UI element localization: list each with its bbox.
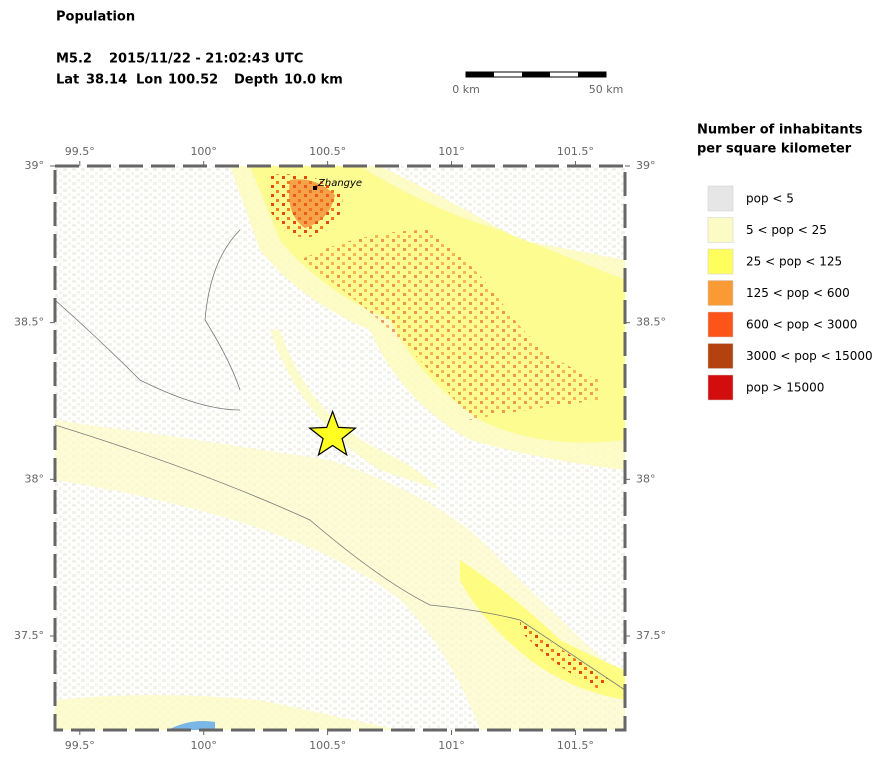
x-tick-label: 100.5° [309, 145, 346, 158]
legend-label: pop > 15000 [746, 381, 824, 395]
depth-value: 10.0 km [284, 73, 343, 88]
legend-title: per square kilometer [697, 142, 852, 157]
x-tick-label: 100° [190, 145, 217, 158]
legend-label: 600 < pop < 3000 [746, 318, 857, 332]
x-tick-label: 101.5° [557, 145, 594, 158]
city-label: Zhangye [317, 178, 362, 189]
legend-swatch [707, 311, 734, 338]
legend-swatch [707, 185, 734, 212]
lon-label: Lon [136, 73, 162, 88]
x-tick-label: 100.5° [309, 739, 346, 752]
legend-swatch [707, 248, 734, 275]
epicenter [308, 409, 358, 457]
legend-label: 25 < pop < 125 [746, 255, 842, 269]
y-tick-label: 38° [636, 472, 656, 485]
y-tick-label: 37.5° [636, 629, 666, 642]
x-tick-label: 99.5° [65, 145, 95, 158]
legend-swatch [707, 343, 734, 369]
legend-label: pop < 5 [746, 192, 794, 206]
legend-swatch [707, 217, 734, 243]
x-tick-label: 99.5° [65, 739, 95, 752]
city-marker [313, 186, 317, 190]
lon-value: 100.52 [168, 73, 218, 88]
x-tick-label: 100° [190, 739, 217, 752]
scale-bar [465, 71, 607, 78]
x-tick-label: 101.5° [557, 739, 594, 752]
scale-end: 50 km [589, 83, 624, 96]
y-tick-label: 38.5° [636, 316, 666, 329]
y-tick-label: 39° [636, 159, 656, 172]
y-tick-label: 39° [25, 159, 45, 172]
legend-title: Number of inhabitants [697, 123, 863, 138]
x-tick-label: 101° [438, 145, 465, 158]
y-tick-label: 38.5° [14, 316, 44, 329]
legend-swatch [707, 374, 734, 401]
y-tick-label: 37.5° [14, 629, 44, 642]
event-datetime: 2015/11/22 - 21:02:43 UTC [109, 52, 303, 67]
lat-label: Lat [56, 73, 79, 88]
event-magnitude: M5.2 [56, 52, 92, 67]
legend-swatch [707, 280, 734, 306]
lat-value: 38.14 [86, 73, 127, 88]
map-frame [53, 164, 627, 732]
x-tick-label: 101° [438, 739, 465, 752]
legend-label: 125 < pop < 600 [746, 286, 850, 300]
scale-start: 0 km [452, 83, 480, 96]
title: Population [56, 10, 135, 25]
depth-label: Depth [234, 73, 278, 88]
legend-label: 5 < pop < 25 [746, 223, 827, 237]
y-tick-label: 38° [25, 472, 45, 485]
legend-label: 3000 < pop < 15000 [746, 349, 873, 363]
